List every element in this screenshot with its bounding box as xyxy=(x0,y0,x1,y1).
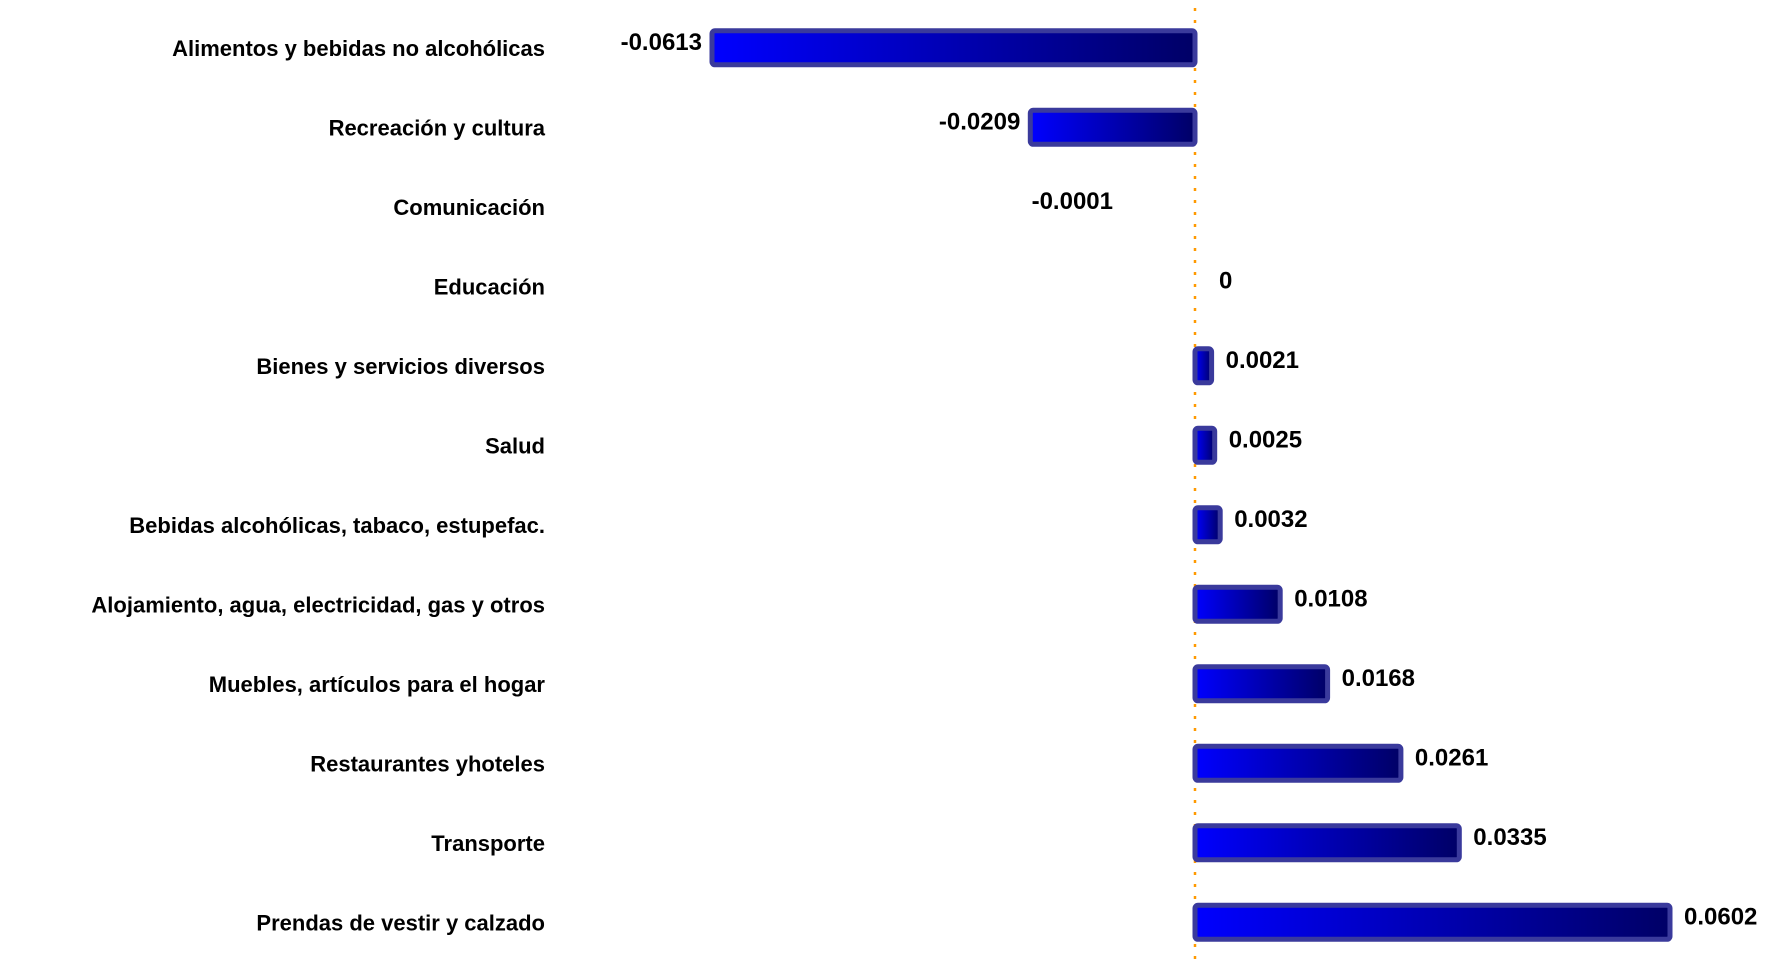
bar xyxy=(1192,505,1223,545)
bar xyxy=(1192,823,1462,863)
value-label: 0.0168 xyxy=(1342,665,1415,692)
category-labels: Alimentos y bebidas no alcohólicas Recrea… xyxy=(91,36,545,936)
value-label: 0.0108 xyxy=(1294,585,1367,612)
category-label: Comunicación xyxy=(393,195,545,220)
category-label: Transporte xyxy=(431,831,545,856)
value-label: 0 xyxy=(1219,267,1232,294)
value-label: -0.0613 xyxy=(621,29,702,56)
bar xyxy=(1027,107,1198,147)
category-label: Restaurantes yhoteles xyxy=(310,751,545,776)
value-label: -0.0001 xyxy=(1032,188,1113,215)
category-label: Educación xyxy=(434,274,545,299)
bar xyxy=(1192,902,1673,942)
value-label: 0.0025 xyxy=(1229,426,1302,453)
bar xyxy=(1192,743,1404,783)
bars-group xyxy=(709,28,1673,942)
category-label: Bebidas alcohólicas, tabaco, estupefac. xyxy=(129,513,545,538)
value-labels: -0.0613 -0.0209 -0.0001 0 0.0021 0.0025 0.0032… xyxy=(621,29,1758,930)
category-label: Alojamiento, agua, electricidad, gas y o… xyxy=(91,592,545,617)
bar xyxy=(1192,425,1218,465)
category-label: Bienes y servicios diversos xyxy=(256,354,545,379)
category-label: Muebles, artículos para el hogar xyxy=(209,672,546,697)
value-label: 0.0032 xyxy=(1234,506,1307,533)
bar xyxy=(1192,584,1283,624)
bar xyxy=(1192,346,1215,386)
bar xyxy=(1192,664,1331,704)
value-label: -0.0209 xyxy=(939,108,1020,135)
value-label: 0.0602 xyxy=(1684,903,1757,930)
value-label: 0.0021 xyxy=(1226,347,1299,374)
category-label: Salud xyxy=(485,433,545,458)
category-label: Prendas de vestir y calzado xyxy=(256,910,545,935)
category-label: Alimentos y bebidas no alcohólicas xyxy=(172,36,545,61)
value-label: 0.0261 xyxy=(1415,744,1488,771)
bar xyxy=(709,28,1198,68)
category-label: Recreación y cultura xyxy=(329,115,546,140)
value-label: 0.0335 xyxy=(1473,824,1546,851)
